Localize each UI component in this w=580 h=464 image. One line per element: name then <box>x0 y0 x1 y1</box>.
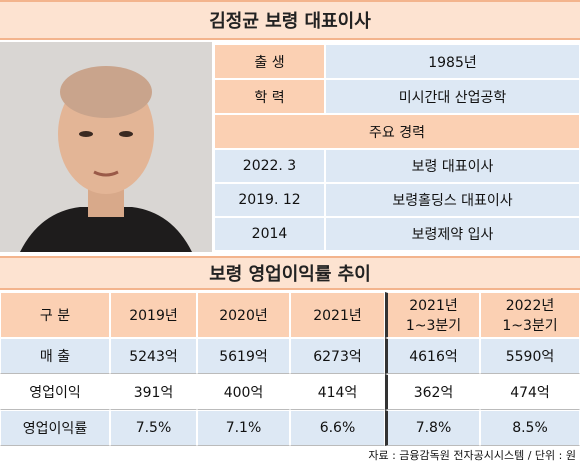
table-cell: 8.5% <box>480 410 580 446</box>
table-cell: 6.6% <box>290 410 385 446</box>
row-label: 영업이익 <box>0 374 110 410</box>
table-cell: 362억 <box>385 374 480 410</box>
table-cell: 7.1% <box>197 410 290 446</box>
table-cell: 414억 <box>290 374 385 410</box>
row-label: 매 출 <box>0 338 110 374</box>
profile-value: 미시간대 산업공학 <box>325 79 580 114</box>
table-cell: 4616억 <box>385 338 480 374</box>
photo <box>0 42 212 252</box>
table-header: 2021년 1~3분기 <box>385 292 480 338</box>
title: 김정균 보령 대표이사 <box>0 0 580 40</box>
section-title: 보령 영업이익률 추이 <box>0 256 580 290</box>
table-header: 2020년 <box>197 292 290 338</box>
table-cell: 474억 <box>480 374 580 410</box>
profile-value: 1985년 <box>325 44 580 79</box>
table-cell: 400억 <box>197 374 290 410</box>
table-header: 2019년 <box>110 292 197 338</box>
career-date: 2019. 12 <box>214 183 325 217</box>
table-cell: 5590억 <box>480 338 580 374</box>
career-role: 보령제약 입사 <box>325 217 580 251</box>
table-header: 2022년 1~3분기 <box>480 292 580 338</box>
table-cell: 7.8% <box>385 410 480 446</box>
table-header: 2021년 <box>290 292 385 338</box>
table-cell: 6273억 <box>290 338 385 374</box>
table-cell: 7.5% <box>110 410 197 446</box>
table-cell: 5243억 <box>110 338 197 374</box>
career-role: 보령홀딩스 대표이사 <box>325 183 580 217</box>
career-role: 보령 대표이사 <box>325 149 580 183</box>
table-cell: 391억 <box>110 374 197 410</box>
table-cell: 5619억 <box>197 338 290 374</box>
profile-label: 학 력 <box>214 79 325 114</box>
table-header: 구 분 <box>0 292 110 338</box>
career-title: 주요 경력 <box>214 114 580 149</box>
career-date: 2022. 3 <box>214 149 325 183</box>
career-date: 2014 <box>214 217 325 251</box>
row-label: 영업이익률 <box>0 410 110 446</box>
profile-label: 출 생 <box>214 44 325 79</box>
source-note: 자료 : 금융감독원 전자공시시스템 / 단위 : 원 <box>368 448 576 462</box>
